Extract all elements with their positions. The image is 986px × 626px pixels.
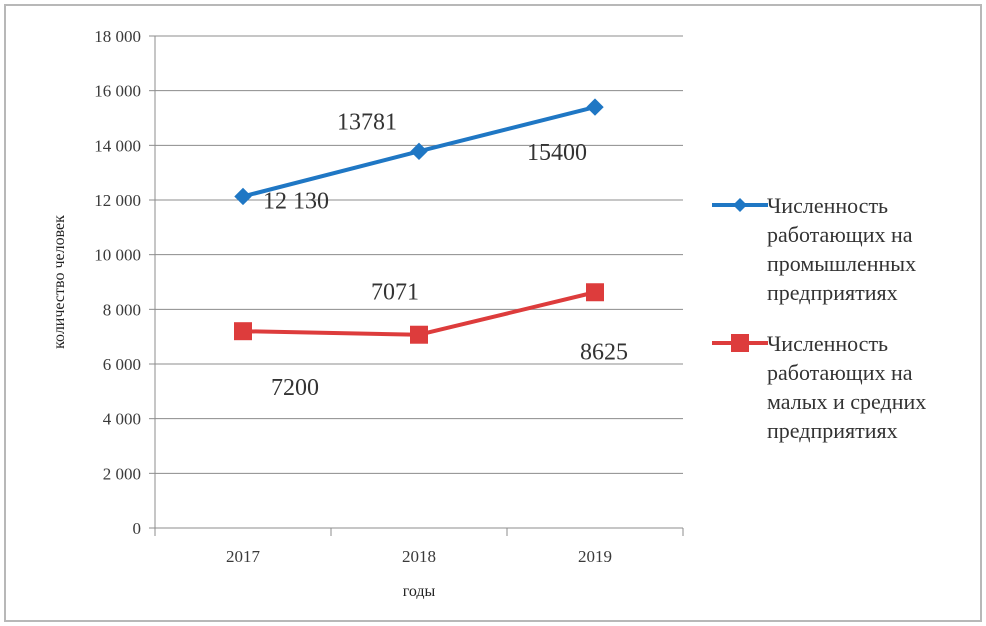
series-group [234,98,604,344]
data-labels: 12 130 13781 15400 7200 7071 8625 [263,109,628,401]
y-tick-label: 8 000 [103,300,141,319]
legend-label: предприятиях [767,280,898,305]
data-point [586,283,604,302]
data-label: 13781 [337,109,397,135]
data-point [586,98,604,116]
x-tick-label: 2018 [402,547,436,566]
legend-label: работающих на [767,222,913,247]
chart-frame [4,4,982,622]
y-tick-labels: 0 2 000 4 000 6 000 8 000 10 000 12 000 14 000 1… [94,27,141,538]
data-point [234,322,252,341]
x-axis-label: годы [403,583,436,600]
legend-marker [733,198,747,212]
x-tick-label: 2019 [578,547,612,566]
x-tick-label: 2017 [226,547,261,566]
data-label: 7200 [271,375,319,401]
data-label: 8625 [580,339,628,365]
legend-label: Численность [767,193,888,218]
legend-marker [731,334,749,352]
legend-label: малых и средних [767,389,926,414]
data-label: 12 130 [263,188,329,214]
legend-label: промышленных [767,251,916,276]
y-tick-label: 0 [133,519,142,538]
data-point [410,142,428,161]
data-label: 7071 [371,280,419,306]
y-axis-label: количество человек [51,215,68,349]
y-tick-label: 14 000 [94,136,141,155]
data-point [234,187,252,206]
legend-label: Численность [767,331,888,356]
data-label: 15400 [527,140,587,166]
y-tick-label: 2 000 [103,464,141,483]
x-axis: 2017 2018 2019 [154,528,684,566]
y-tick-label: 4 000 [103,410,141,429]
y-tick-label: 10 000 [94,246,141,265]
y-tick-label: 6 000 [103,355,141,374]
y-tick-label: 16 000 [94,82,141,101]
y-tick-label: 12 000 [94,191,141,210]
legend: Численность работающих на промышленных пред… [712,193,926,443]
data-point [410,325,428,344]
y-tick-label: 18 000 [94,27,141,46]
legend-label: работающих на [767,360,913,385]
legend-label: предприятиях [767,418,898,443]
